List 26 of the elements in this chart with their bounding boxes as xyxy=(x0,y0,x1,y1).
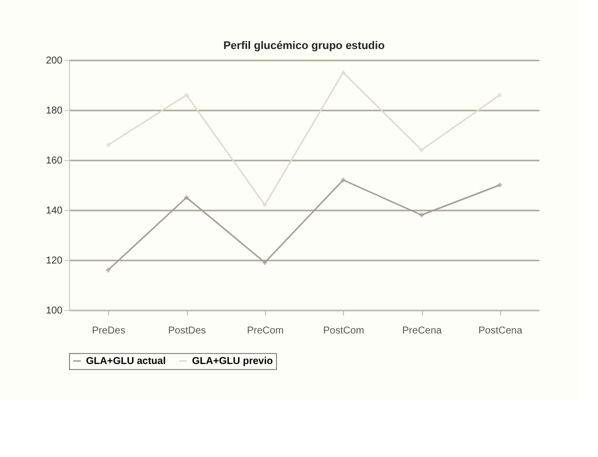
chart-title: Perfil glucémico grupo estudio xyxy=(223,40,385,52)
point xyxy=(498,92,502,98)
point xyxy=(106,268,110,272)
point xyxy=(419,148,424,152)
y-tick-label: 100 xyxy=(46,306,63,316)
point xyxy=(184,92,189,98)
x-tick-label: PreDes xyxy=(92,326,126,336)
point xyxy=(340,178,346,182)
y-tick-label: 160 xyxy=(46,156,63,166)
point xyxy=(184,195,189,200)
legend-label: GLA+GLU actual xyxy=(86,356,166,367)
x-tick-label: PostCom xyxy=(323,326,364,336)
x-tick-label: PostDes xyxy=(168,326,206,336)
legend-label: GLA+GLU previo xyxy=(192,356,273,367)
point xyxy=(106,142,110,148)
point xyxy=(262,202,268,208)
x-tick-label: PreCom xyxy=(246,326,284,336)
x-tick-label: PostCena xyxy=(478,326,523,336)
y-tick-label: 200 xyxy=(46,56,63,66)
point xyxy=(419,212,424,218)
y-tick-label: 180 xyxy=(46,106,63,116)
point xyxy=(498,182,502,188)
y-tick-label: 140 xyxy=(46,206,63,216)
point xyxy=(340,70,346,75)
y-tick-label: 120 xyxy=(46,256,63,266)
x-tick-label: PreCena xyxy=(402,326,442,336)
